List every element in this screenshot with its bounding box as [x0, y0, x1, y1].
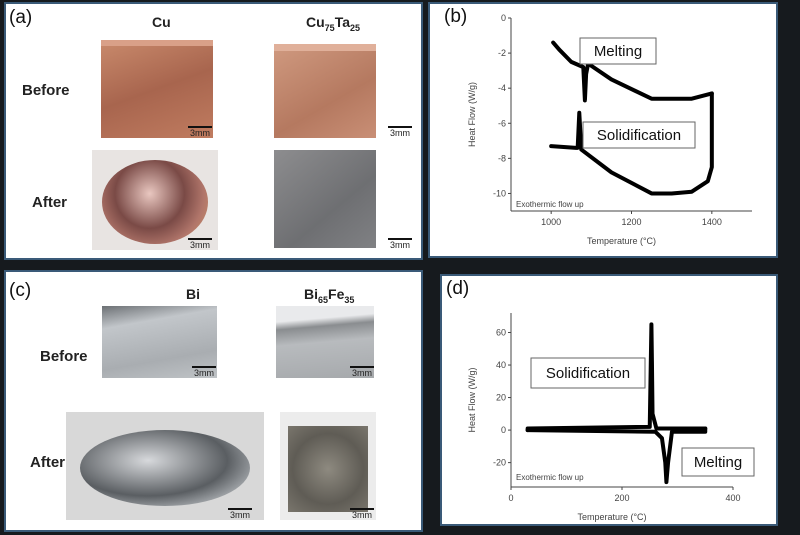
x-tick-label: 400 [725, 493, 740, 503]
annotation-box [681, 447, 755, 477]
column-header-bi: Bi [186, 286, 200, 302]
column-header-cu75ta25: Cu75Ta25 [306, 14, 361, 33]
x-axis-label: Temperature (°C) [577, 512, 646, 522]
photo-cu-before [101, 40, 213, 138]
row-label-before: Before [40, 348, 88, 365]
annotation-box [582, 121, 696, 149]
y-tick-label: 40 [496, 360, 506, 370]
scale-bar: 3mm [188, 238, 212, 250]
x-tick-label: 200 [614, 493, 629, 503]
panel-a: (a) Cu Cu75Ta25 Before After 3mm 3mm 3mm… [4, 2, 423, 260]
panel-a-label: (a) [9, 7, 33, 28]
photo-cu-after [92, 150, 218, 250]
annotation-solidification: Solidification [597, 127, 681, 144]
series-melting-line [551, 40, 714, 103]
scale-bar: 3mm [228, 508, 252, 520]
exothermic-note: Exothermic flow up [516, 473, 584, 482]
scale-bar: 3mm [388, 126, 412, 138]
x-axis-label: Temperature (°C) [587, 236, 656, 246]
panel-c: (c) Bi Bi65Fe35 Before After 3mm 3mm 3mm… [4, 270, 423, 532]
y-tick-label: -6 [498, 118, 506, 128]
row-label-after: After [30, 454, 66, 471]
row-label-after: After [32, 194, 68, 211]
scale-bar: 3mm [350, 508, 374, 520]
annotation-box [530, 357, 646, 389]
y-tick-label: 20 [496, 393, 506, 403]
exothermic-note: Exothermic flow up [516, 200, 584, 209]
y-tick-label: -8 [498, 153, 506, 163]
y-axis-label: Heat Flow (W/g) [467, 82, 477, 147]
annotation-solidification: Solidification [546, 365, 630, 382]
scale-bar: 3mm [350, 366, 374, 378]
photo-cuta-before [274, 44, 376, 138]
y-tick-label: -4 [498, 83, 506, 93]
scale-bar: 3mm [388, 238, 412, 250]
x-tick-label: 1400 [702, 217, 722, 227]
column-header-bi65fe35: Bi65Fe35 [304, 286, 355, 305]
annotation-box [579, 37, 657, 65]
annotation-melting: Melting [694, 454, 742, 471]
y-tick-label: -10 [493, 188, 506, 198]
y-tick-label: -20 [493, 458, 506, 468]
scale-bar: 3mm [188, 126, 212, 138]
x-tick-label: 0 [508, 493, 513, 503]
photo-cuta-after [274, 150, 376, 248]
series-solidification-line [525, 322, 708, 433]
column-header-cu: Cu [152, 14, 171, 30]
scale-bar: 3mm [192, 366, 216, 378]
x-tick-label: 1200 [621, 217, 641, 227]
photo-bi-after [66, 412, 264, 520]
photo-bife-after [280, 412, 376, 520]
panel-d-label: (d) [446, 278, 470, 299]
annotation-melting: Melting [594, 43, 642, 60]
series-melting-line [525, 426, 708, 485]
y-axis-label: Heat Flow (W/g) [467, 367, 477, 432]
panel-c-label: (c) [9, 280, 32, 301]
panel-d [440, 274, 778, 526]
y-tick-label: 60 [496, 328, 506, 338]
panel-b-label: (b) [444, 6, 468, 27]
x-tick-label: 1000 [541, 217, 561, 227]
y-tick-label: 0 [501, 13, 506, 23]
row-label-before: Before [22, 82, 70, 99]
y-tick-label: 0 [501, 425, 506, 435]
series-solidification-line [549, 91, 714, 196]
y-tick-label: -2 [498, 48, 506, 58]
